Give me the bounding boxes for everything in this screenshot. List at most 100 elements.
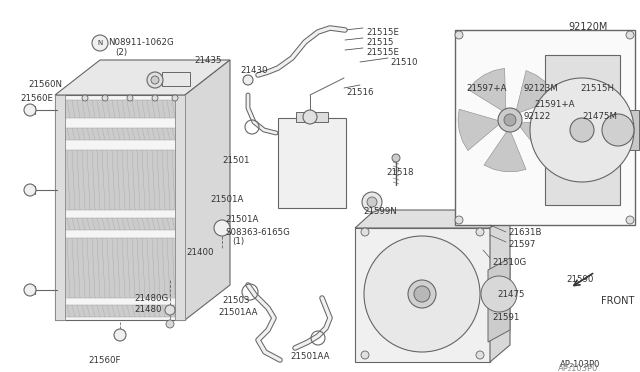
Polygon shape bbox=[355, 210, 510, 228]
Text: 21510G: 21510G bbox=[492, 258, 526, 267]
Polygon shape bbox=[355, 228, 490, 362]
Text: 21400: 21400 bbox=[186, 248, 214, 257]
Text: 21430: 21430 bbox=[240, 66, 268, 75]
Text: 92122: 92122 bbox=[524, 112, 552, 121]
Bar bbox=[60, 128, 182, 140]
Polygon shape bbox=[397, 304, 438, 348]
Text: 21501AA: 21501AA bbox=[218, 308, 257, 317]
Circle shape bbox=[151, 76, 159, 84]
Circle shape bbox=[498, 108, 522, 132]
Polygon shape bbox=[185, 60, 230, 320]
Polygon shape bbox=[515, 71, 557, 114]
Circle shape bbox=[243, 75, 253, 85]
Text: 21515E: 21515E bbox=[366, 48, 399, 57]
Text: S08363-6165G: S08363-6165G bbox=[225, 228, 290, 237]
Circle shape bbox=[24, 104, 36, 116]
Circle shape bbox=[92, 35, 108, 51]
Text: 21515E: 21515E bbox=[366, 28, 399, 37]
Polygon shape bbox=[490, 210, 510, 362]
Circle shape bbox=[166, 320, 174, 328]
Bar bbox=[455, 30, 635, 225]
Text: 21503: 21503 bbox=[222, 296, 250, 305]
Circle shape bbox=[165, 305, 175, 315]
Text: 92120M: 92120M bbox=[568, 22, 607, 32]
Polygon shape bbox=[368, 286, 412, 326]
Polygon shape bbox=[428, 243, 470, 286]
Text: (1): (1) bbox=[232, 237, 244, 246]
Circle shape bbox=[476, 228, 484, 236]
Text: 21560N: 21560N bbox=[28, 80, 62, 89]
Text: AP₂103P0: AP₂103P0 bbox=[560, 360, 600, 369]
Text: N: N bbox=[97, 40, 102, 46]
Bar bbox=[55, 95, 65, 320]
Bar bbox=[162, 72, 190, 86]
Circle shape bbox=[303, 110, 317, 124]
Circle shape bbox=[570, 118, 594, 142]
Text: 21501: 21501 bbox=[222, 156, 250, 165]
Text: AP₂103P0: AP₂103P0 bbox=[558, 364, 598, 372]
Circle shape bbox=[364, 236, 480, 352]
Circle shape bbox=[24, 184, 36, 196]
Text: 21515H: 21515H bbox=[580, 84, 614, 93]
Text: 21501AA: 21501AA bbox=[290, 352, 330, 361]
Circle shape bbox=[504, 114, 516, 126]
Bar bbox=[60, 305, 182, 317]
Polygon shape bbox=[468, 68, 506, 113]
Circle shape bbox=[362, 192, 382, 212]
Circle shape bbox=[172, 95, 178, 101]
Text: 21516: 21516 bbox=[346, 88, 374, 97]
Text: 21591: 21591 bbox=[492, 313, 520, 322]
Circle shape bbox=[127, 95, 133, 101]
Bar bbox=[296, 112, 328, 122]
Circle shape bbox=[147, 72, 163, 88]
Text: 21480: 21480 bbox=[134, 305, 161, 314]
Bar bbox=[545, 55, 620, 205]
Circle shape bbox=[602, 114, 634, 146]
Text: 21515: 21515 bbox=[366, 38, 394, 47]
Polygon shape bbox=[55, 95, 185, 320]
Circle shape bbox=[481, 276, 517, 312]
Text: 21560E: 21560E bbox=[20, 94, 53, 103]
Text: 92123M: 92123M bbox=[524, 84, 559, 93]
Bar bbox=[278, 118, 346, 208]
Polygon shape bbox=[543, 83, 578, 123]
Circle shape bbox=[530, 78, 634, 182]
Circle shape bbox=[114, 329, 126, 341]
Polygon shape bbox=[517, 120, 562, 158]
Circle shape bbox=[455, 216, 463, 224]
Polygon shape bbox=[488, 258, 510, 342]
Bar bbox=[625, 110, 639, 150]
Polygon shape bbox=[589, 130, 630, 164]
Text: 21590: 21590 bbox=[566, 275, 593, 284]
Text: 21591+A: 21591+A bbox=[534, 100, 575, 109]
Text: 21435: 21435 bbox=[194, 56, 221, 65]
Text: 21560F: 21560F bbox=[88, 356, 120, 365]
Circle shape bbox=[361, 228, 369, 236]
Polygon shape bbox=[378, 241, 417, 286]
Text: 21597: 21597 bbox=[508, 240, 536, 249]
Text: 21501A: 21501A bbox=[210, 195, 243, 204]
Bar bbox=[175, 95, 185, 320]
Text: 21518: 21518 bbox=[386, 168, 413, 177]
Circle shape bbox=[361, 351, 369, 359]
Text: FRONT: FRONT bbox=[601, 296, 634, 306]
Circle shape bbox=[626, 216, 634, 224]
Text: 21475M: 21475M bbox=[582, 112, 617, 121]
Text: 21597+A: 21597+A bbox=[466, 84, 506, 93]
Circle shape bbox=[408, 280, 436, 308]
Polygon shape bbox=[55, 60, 230, 95]
Polygon shape bbox=[458, 109, 502, 151]
Circle shape bbox=[392, 154, 400, 162]
Circle shape bbox=[102, 95, 108, 101]
Text: (2): (2) bbox=[115, 48, 127, 57]
Text: 21599N: 21599N bbox=[363, 207, 397, 216]
Circle shape bbox=[24, 284, 36, 296]
Text: N08911-1062G: N08911-1062G bbox=[108, 38, 173, 47]
Polygon shape bbox=[484, 128, 526, 172]
Polygon shape bbox=[431, 294, 476, 332]
Circle shape bbox=[367, 197, 377, 207]
Circle shape bbox=[152, 95, 158, 101]
Circle shape bbox=[476, 351, 484, 359]
Bar bbox=[60, 150, 182, 210]
Bar bbox=[60, 218, 182, 230]
